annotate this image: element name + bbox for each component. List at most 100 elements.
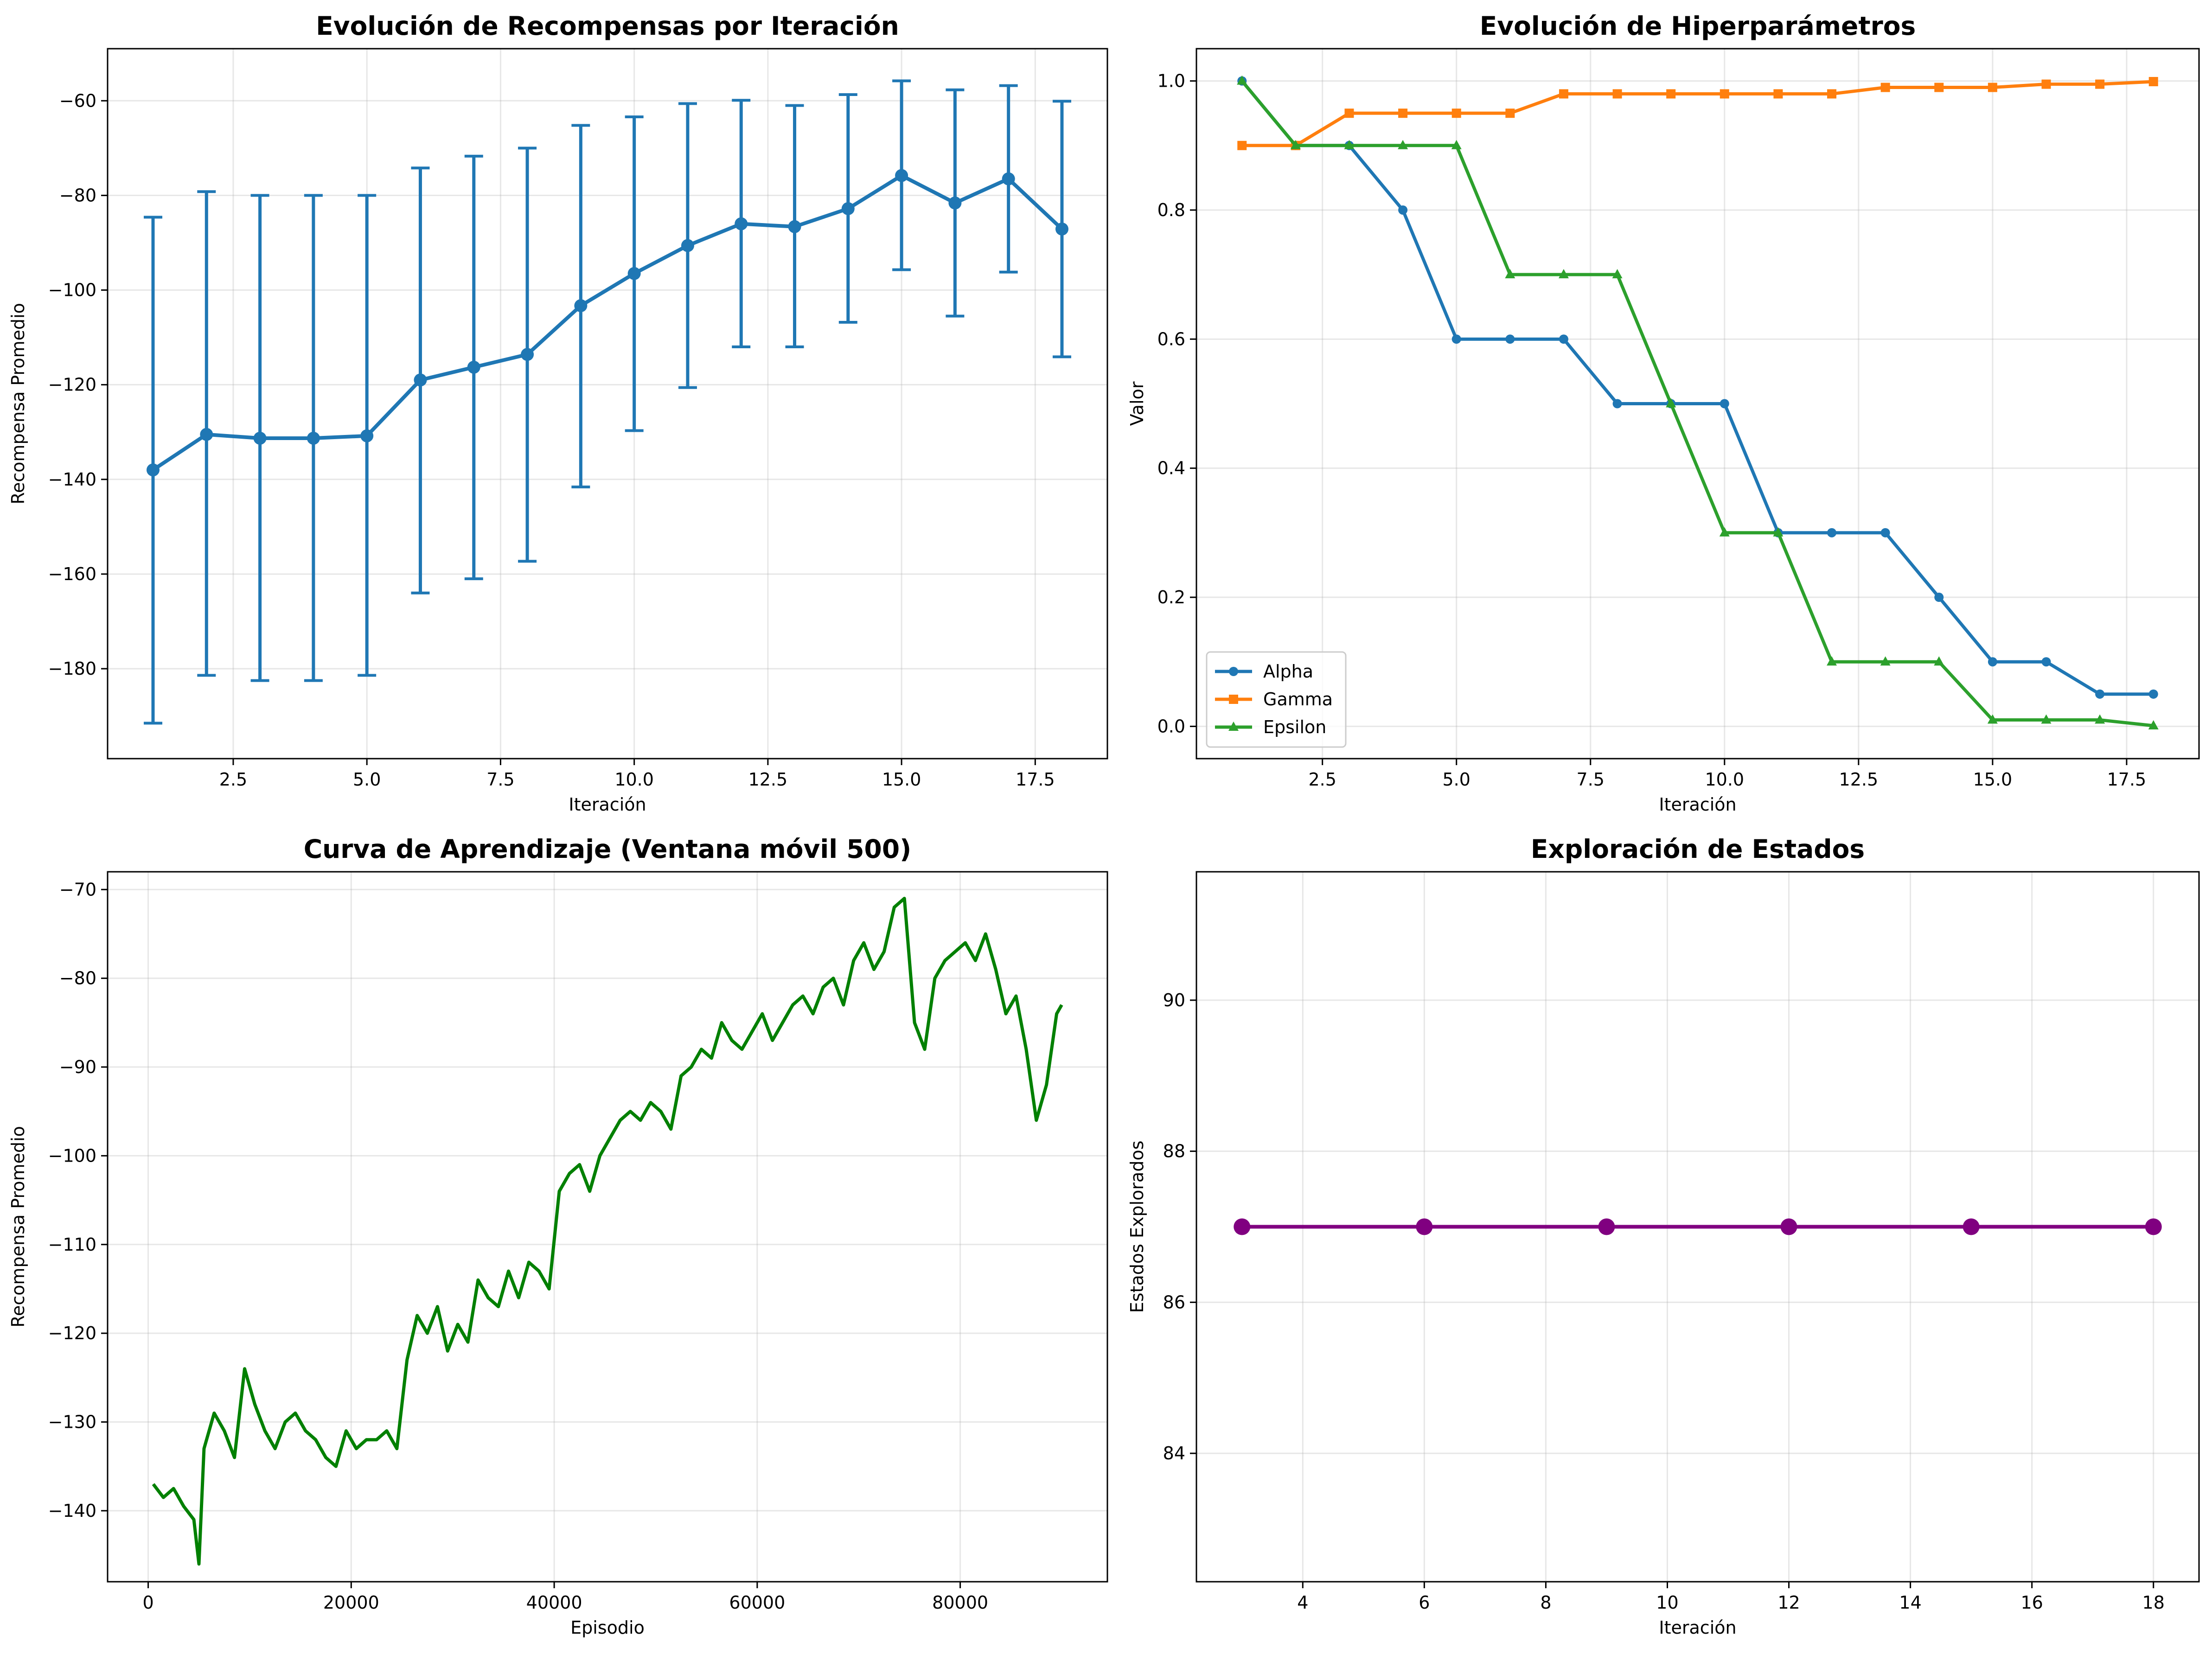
chart2-point-alpha (1827, 528, 1837, 537)
chart3-series-line (152, 896, 1063, 1566)
chart2-point-epsilon (1987, 714, 1998, 724)
chart1-point (360, 429, 374, 442)
chart3-ytick-label: −140 (48, 1501, 96, 1521)
chart1-xtick-label: 7.5 (486, 769, 514, 790)
chart3-xtick-label: 0 (142, 1592, 153, 1613)
chart1-point (735, 217, 748, 230)
chart2-point-epsilon (1344, 140, 1355, 149)
chart2-legend-label: Epsilon (1263, 717, 1326, 737)
chart2-point-epsilon (2095, 714, 2105, 724)
chart2-ylabel: Valor (1127, 381, 1147, 426)
chart2-point-alpha (1451, 334, 1461, 344)
chart4-xtick-label: 14 (1899, 1592, 1921, 1613)
chart1-point (200, 428, 213, 441)
chart2-point-gamma (1666, 89, 1676, 99)
chart2-hyperparameters: 2.5 5.0 7.5 10.0 12.5 15.0 17.5 0.0 0.2 0.4 0.6 0.8… (1127, 11, 2200, 815)
chart2-point-gamma (1344, 109, 1354, 118)
chart1-ytick-label: −100 (48, 280, 96, 300)
chart4-ytick-label: 88 (1163, 1141, 1185, 1162)
chart2-title: Evolución de Hiperparámetros (1480, 11, 1916, 41)
chart1-ytick-label: −160 (48, 564, 96, 584)
chart2-point-epsilon (1290, 140, 1301, 149)
chart1-ytick-label: −60 (59, 90, 96, 111)
chart3-xlabel: Episodio (570, 1617, 645, 1638)
chart2-series-line-epsilon (1240, 80, 2154, 728)
chart3-ytick-label: −70 (59, 879, 96, 900)
chart4-xlabel: Iteración (1659, 1617, 1736, 1638)
chart1-point (147, 463, 160, 477)
chart2-point-alpha (1880, 528, 1890, 537)
chart2-point-epsilon (1934, 656, 1944, 666)
chart1-series-line (152, 173, 1063, 472)
chart4-point (1963, 1218, 1980, 1235)
chart1-point (1002, 172, 1015, 185)
chart1-rewards-per-iteration: 2.5 5.0 7.5 10.0 12.5 15.0 17.5 −180 −160 −140 −12… (8, 11, 1108, 815)
chart2-legend-box (1206, 651, 1347, 748)
chart2-point-gamma (2095, 79, 2105, 89)
chart4-ytick-label: 90 (1163, 990, 1185, 1010)
chart4-xtick-label: 12 (1777, 1592, 1800, 1613)
chart1-ytick-label: −80 (59, 185, 96, 205)
chart4-point (1780, 1218, 1797, 1235)
chart2-point-gamma (1612, 89, 1622, 99)
chart2-point-epsilon (1237, 75, 1247, 85)
chart2-point-alpha (2095, 689, 2105, 699)
chart3-ytick-label: −120 (48, 1323, 96, 1343)
chart2-frame (1196, 48, 2200, 760)
chart3-learning-curve: 0 20000 40000 60000 80000 −140 −130 −120 −110 −10… (8, 834, 1108, 1638)
chart1-point (253, 432, 267, 445)
chart1-point (467, 360, 480, 374)
chart2-point-epsilon (2148, 720, 2159, 730)
chart3-ytick-label: −80 (59, 968, 96, 989)
chart3-ylabel: Recompensa Promedio (8, 1126, 28, 1328)
chart2-point-epsilon (1880, 656, 1891, 666)
chart1-xtick-label: 17.5 (1016, 769, 1055, 790)
chart3-ytick-label: −90 (59, 1057, 96, 1077)
chart4-point (1234, 1218, 1251, 1235)
chart4-point (1416, 1218, 1433, 1235)
chart4-ylabel: Estados Explorados (1127, 1141, 1147, 1313)
chart2-legend-label: Gamma (1263, 689, 1333, 709)
chart2-point-gamma (1559, 89, 1568, 99)
chart2-legend-marker (1228, 722, 1239, 731)
chart2-xtick-label: 15.0 (1973, 769, 2013, 790)
chart2-point-epsilon (1827, 656, 1837, 666)
chart2-xtick-label: 7.5 (1577, 769, 1605, 790)
chart2-point-gamma (1451, 109, 1461, 118)
chart3-xtick-label: 20000 (323, 1592, 379, 1613)
chart4-explored-states: 4 6 8 10 12 14 16 18 84 86 88 90 Exploración de Esta… (1127, 834, 2200, 1638)
chart2-point-epsilon (1451, 140, 1462, 149)
chart4-ytick-label: 84 (1163, 1443, 1185, 1463)
chart2-point-alpha (1559, 334, 1568, 344)
chart2-point-gamma (1398, 109, 1408, 118)
chart2-point-epsilon (1773, 527, 1784, 537)
chart2-point-epsilon (1719, 527, 1730, 537)
chart1-point (948, 196, 962, 210)
chart2-point-epsilon (1398, 140, 1408, 149)
chart2-xlabel: Iteración (1659, 794, 1736, 815)
chart2-point-gamma (1827, 89, 1837, 99)
chart2-point-gamma (1880, 83, 1890, 92)
chart3-xtick-label: 40000 (526, 1592, 582, 1613)
chart2-ytick-label: 0.6 (1157, 329, 1185, 349)
chart2-point-epsilon (2041, 714, 2052, 724)
chart2-point-gamma (1720, 89, 1729, 99)
chart2-ytick-label: 0.2 (1157, 587, 1185, 607)
chart1-xtick-label: 5.0 (353, 769, 381, 790)
chart2-point-alpha (1934, 593, 1944, 602)
chart2-point-alpha (1398, 205, 1408, 215)
chart2-point-gamma (1773, 89, 1783, 99)
chart1-point (574, 299, 588, 313)
chart2-xtick-label: 5.0 (1443, 769, 1470, 790)
chart4-xtick-label: 10 (1656, 1592, 1678, 1613)
chart1-point (627, 267, 641, 280)
chart1-ytick-label: −180 (48, 658, 96, 679)
chart2-point-gamma (1505, 109, 1515, 118)
chart1-xtick-label: 2.5 (219, 769, 247, 790)
chart1-xtick-label: 12.5 (748, 769, 788, 790)
chart1-point (521, 348, 534, 361)
chart1-point (841, 202, 855, 215)
chart3-ytick-label: −110 (48, 1234, 96, 1255)
chart2-point-alpha (1505, 334, 1515, 344)
chart3-ytick-label: −100 (48, 1145, 96, 1166)
